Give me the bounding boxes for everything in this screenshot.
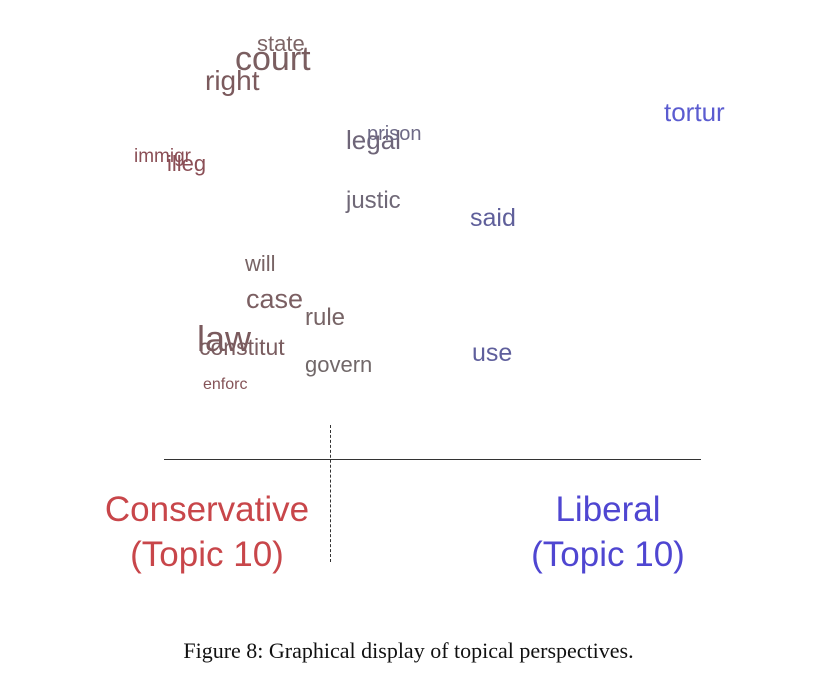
word-legal: legal: [346, 125, 401, 155]
word-enforc: enforc: [203, 376, 248, 393]
liberal-label-line2: (Topic 10): [531, 535, 685, 574]
word-tortur: tortur: [664, 97, 725, 127]
word-justic: justic: [346, 187, 401, 214]
word-case: case: [246, 284, 304, 314]
word-court: court: [235, 40, 311, 78]
word-immigr: immigr: [134, 146, 191, 167]
word-rule: rule: [305, 304, 346, 331]
word-prison: prison: [367, 123, 422, 145]
perspective-divider: [330, 425, 331, 562]
word-use: use: [472, 339, 513, 367]
word-will: will: [245, 251, 276, 276]
word-illeg: illeg: [167, 151, 207, 176]
conservative-label: Conservative (Topic 10): [97, 487, 317, 577]
word-constitut: constitut: [199, 334, 285, 360]
figure-caption: Figure 8: Graphical display of topical p…: [183, 638, 634, 663]
liberal-label: Liberal (Topic 10): [508, 487, 708, 577]
conservative-label-line1: Conservative: [104, 490, 310, 529]
liberal-label-line1: Liberal: [555, 490, 661, 529]
perspective-axis-line: [164, 459, 701, 460]
word-state: state: [257, 31, 305, 56]
word-law: law: [197, 318, 252, 359]
word-said: said: [470, 204, 516, 232]
word-govern: govern: [305, 352, 373, 377]
word-right: right: [205, 65, 260, 96]
conservative-label-line2: (Topic 10): [130, 535, 284, 574]
